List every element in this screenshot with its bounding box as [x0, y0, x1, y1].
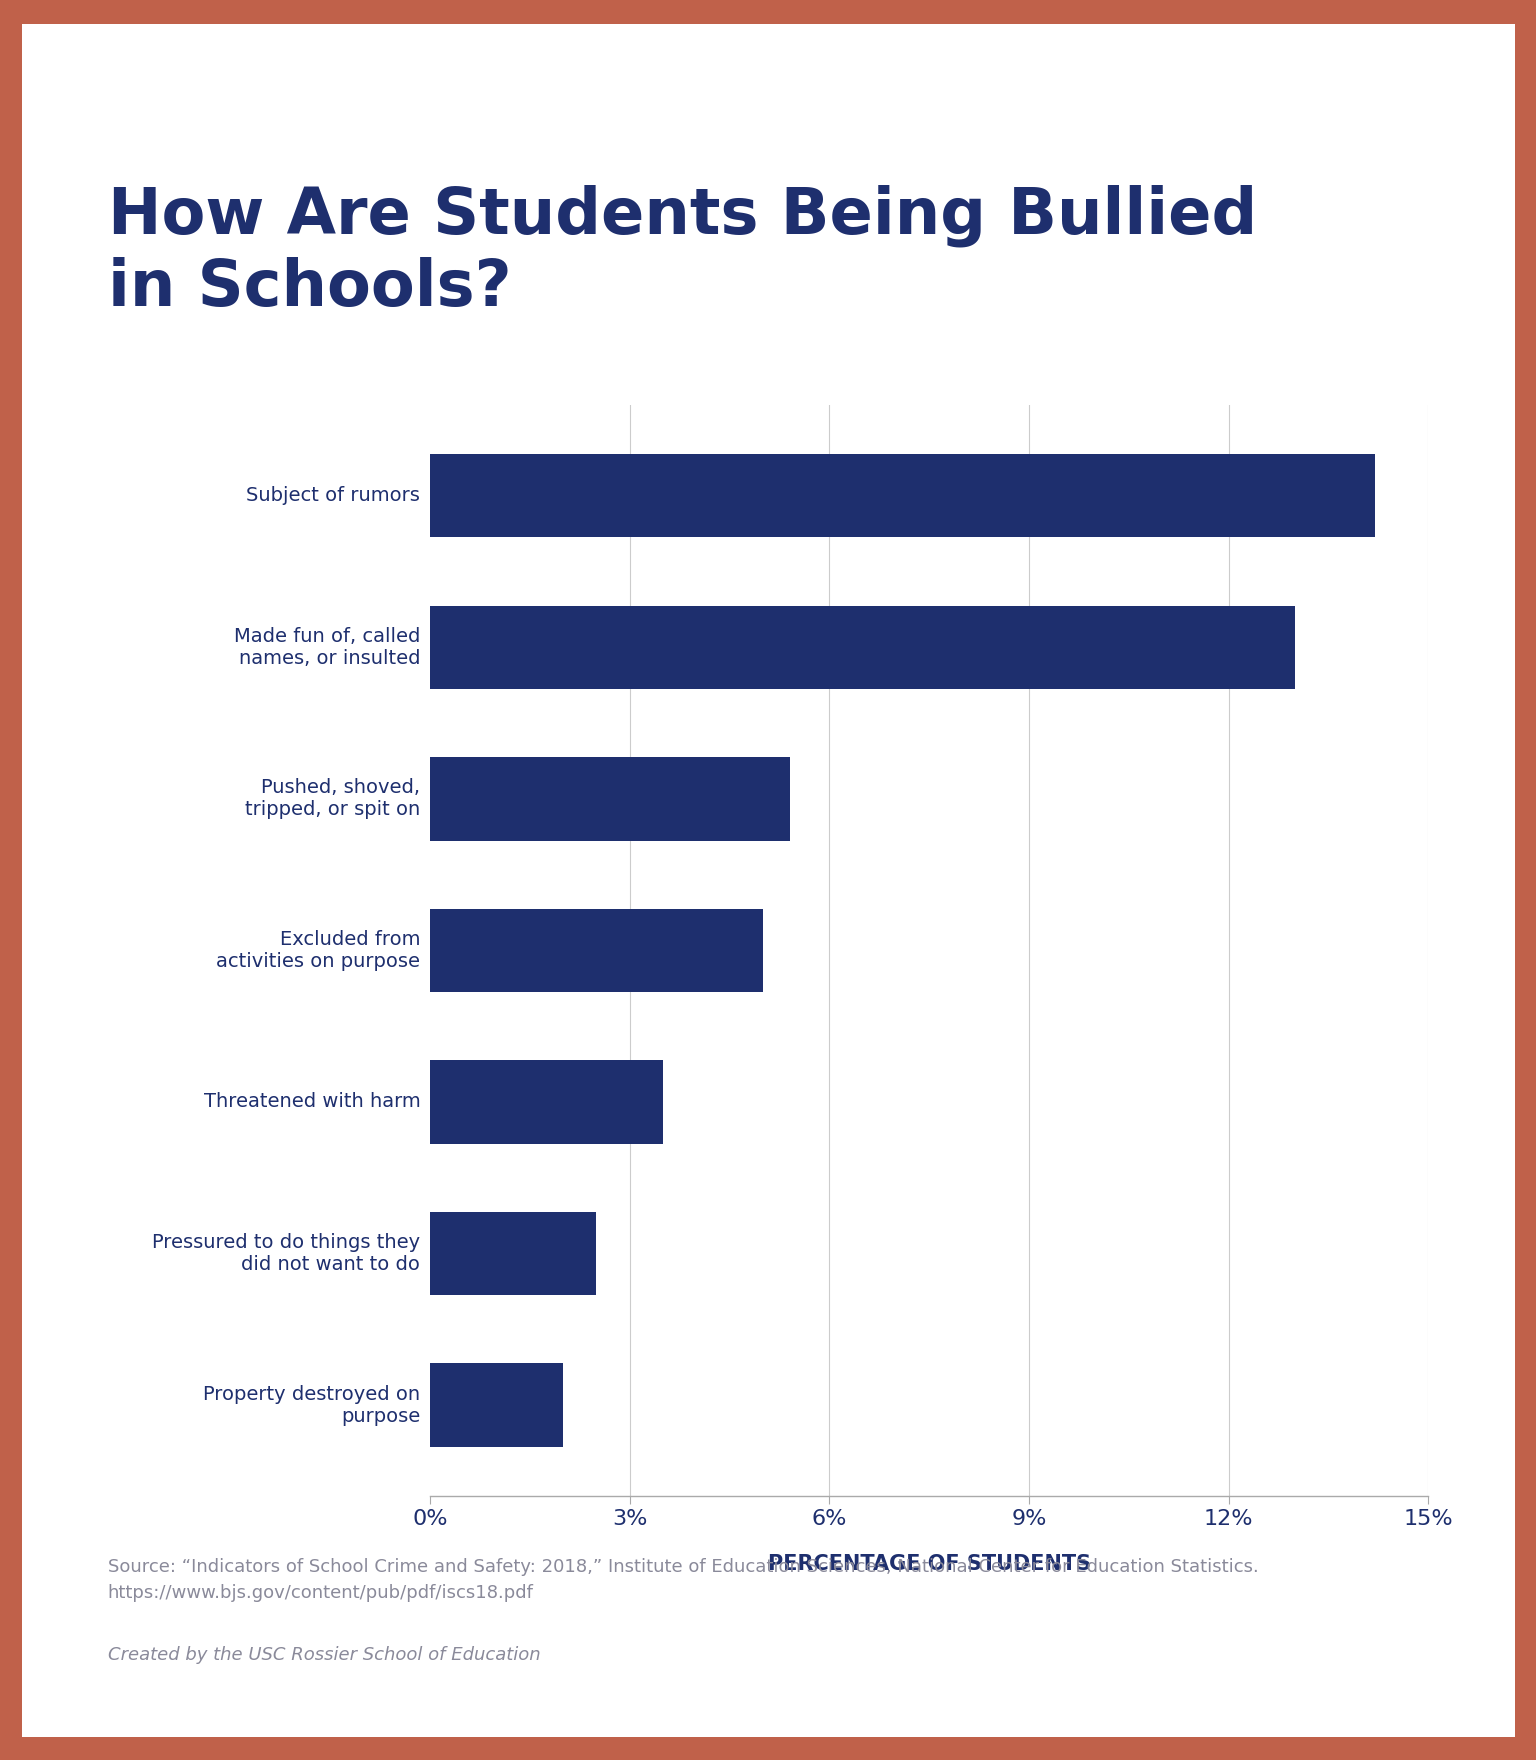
X-axis label: PERCENTAGE OF STUDENTS: PERCENTAGE OF STUDENTS [768, 1554, 1091, 1573]
Bar [430, 757, 790, 841]
Bar [430, 1364, 564, 1447]
Bar [430, 1060, 664, 1144]
Bar [430, 605, 1295, 688]
Bar [430, 454, 1375, 537]
Bar [430, 908, 763, 993]
Text: Source: “Indicators of School Crime and Safety: 2018,” Institute of Education Sc: Source: “Indicators of School Crime and … [108, 1558, 1258, 1602]
Text: Created by the USC Rossier School of Education: Created by the USC Rossier School of Edu… [108, 1646, 541, 1663]
Text: How Are Students Being Bullied
in Schools?: How Are Students Being Bullied in School… [108, 185, 1256, 319]
Bar [430, 1213, 596, 1295]
